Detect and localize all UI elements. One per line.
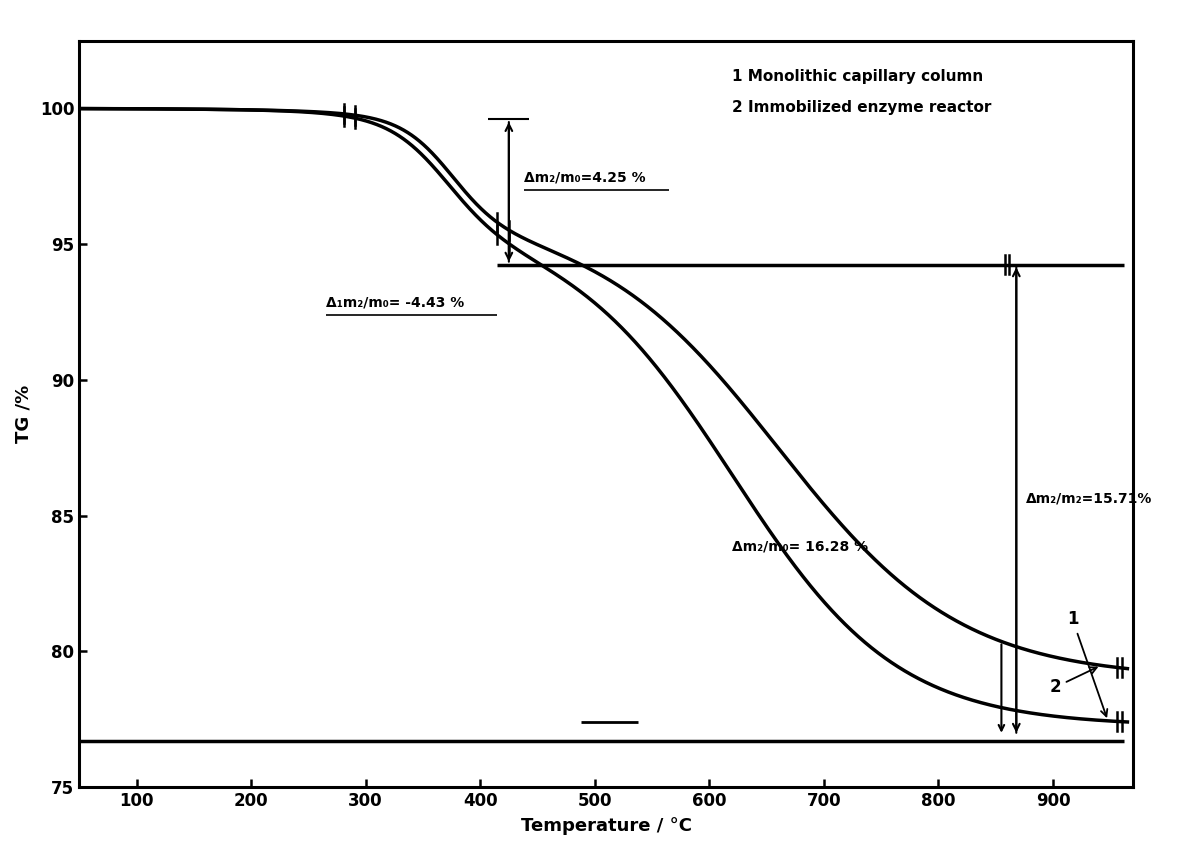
Text: 2 Immobilized enzyme reactor: 2 Immobilized enzyme reactor [732, 100, 992, 116]
Text: Δm₂/m₂=15.71%: Δm₂/m₂=15.71% [1025, 491, 1151, 505]
Text: Δm₂/m₀= 16.28 %: Δm₂/m₀= 16.28 % [732, 540, 868, 554]
Text: 1: 1 [1066, 610, 1108, 717]
Text: Δm₂/m₀=4.25 %: Δm₂/m₀=4.25 % [523, 171, 645, 184]
Y-axis label: TG /%: TG /% [15, 385, 33, 443]
Text: 2: 2 [1050, 667, 1097, 696]
Text: Δ₁m₂/m₀= -4.43 %: Δ₁m₂/m₀= -4.43 % [326, 296, 464, 309]
Text: 1 Monolithic capillary column: 1 Monolithic capillary column [732, 69, 984, 84]
X-axis label: Temperature / °C: Temperature / °C [521, 817, 692, 835]
